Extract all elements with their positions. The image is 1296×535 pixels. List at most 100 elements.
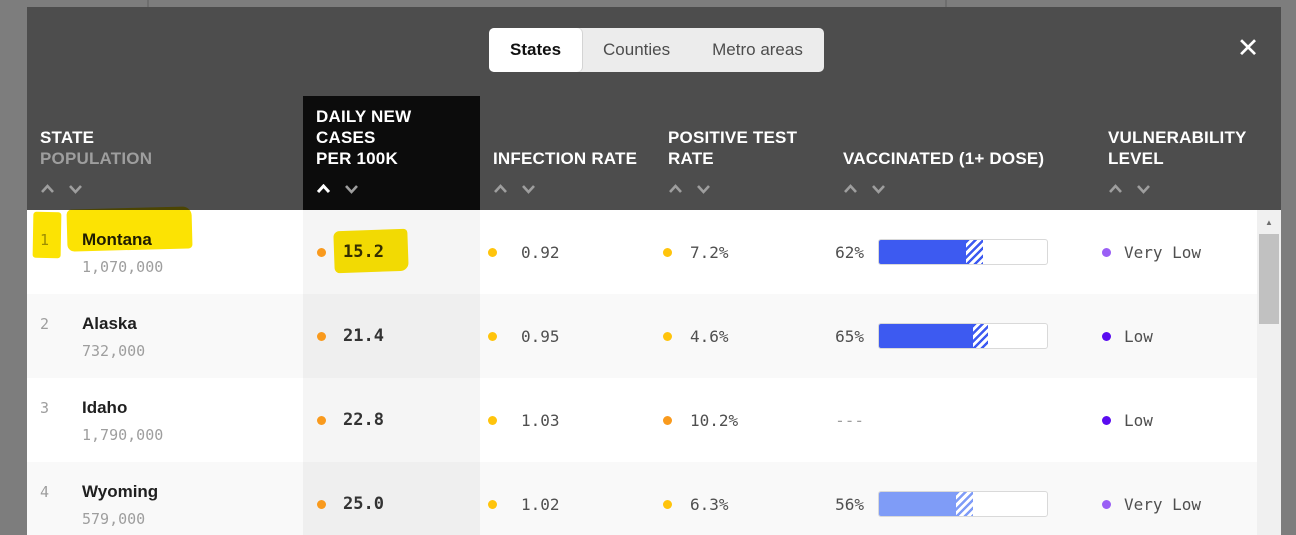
column-subtitle: RATE <box>668 149 714 168</box>
vulnerability-level: Very Low <box>1124 242 1202 262</box>
positive-test-rate-value: 7.2% <box>690 242 729 262</box>
sort-ascending-icon[interactable] <box>493 184 508 194</box>
modal-header: States Counties Metro areas ✕ STATE POPU… <box>27 7 1281 210</box>
metric-dot <box>488 415 497 425</box>
state-name[interactable]: Idaho <box>82 398 128 417</box>
table-row-idaho[interactable]: 3 Idaho 1,790,000 22.8 1.03 <box>27 378 1257 462</box>
bar-hatched-segment <box>956 492 974 516</box>
scrollbar-thumb[interactable] <box>1259 234 1279 324</box>
vaccinated-percent: 65% <box>835 326 864 346</box>
table-row-montana[interactable]: 1 Montana 1,070,000 15.2 0.92 <box>27 210 1257 294</box>
vaccinated-percent: 56% <box>835 494 864 514</box>
metric-dot <box>663 247 672 257</box>
metric-dot <box>663 499 672 509</box>
column-header-positive-test-rate[interactable]: POSITIVE TEST RATE <box>655 96 830 210</box>
bar-solid-segment <box>879 324 974 348</box>
column-title: POSITIVE TEST <box>668 128 798 147</box>
vulnerability-level: Low <box>1124 410 1153 430</box>
tab-states[interactable]: States <box>489 28 583 72</box>
state-name[interactable]: Wyoming <box>82 482 159 501</box>
page-seam <box>147 0 149 8</box>
vulnerability-level: Very Low <box>1124 494 1202 514</box>
vulnerability-dot <box>1102 247 1111 257</box>
page-seam <box>945 0 947 8</box>
metric-dot <box>317 331 326 341</box>
column-header-vaccinated[interactable]: VACCINATED (1+ DOSE) <box>830 96 1095 210</box>
tab-metro-areas[interactable]: Metro areas <box>712 40 803 59</box>
vaccinated-percent: 62% <box>835 242 864 262</box>
bar-hatched-segment <box>973 324 989 348</box>
table-scrollbar[interactable]: ▲ <box>1257 210 1281 535</box>
daily-new-cases-value: 15.2 <box>343 242 384 262</box>
daily-new-cases-value: 25.0 <box>343 494 384 514</box>
vulnerability-dot <box>1102 499 1111 509</box>
sort-ascending-icon[interactable] <box>316 184 331 194</box>
column-header-daily-new-cases[interactable]: DAILY NEW CASES PER 100K <box>303 96 480 210</box>
positive-test-rate-value: 10.2% <box>690 410 739 430</box>
close-icon[interactable]: ✕ <box>1226 27 1270 71</box>
metric-dot <box>663 331 672 341</box>
metric-dot <box>488 499 497 509</box>
sort-descending-icon[interactable] <box>871 184 886 194</box>
table-header-row: STATE POPULATION DAILY NEW CASES PER 100… <box>27 96 1257 210</box>
infection-rate-value: 1.03 <box>521 410 560 430</box>
bar-solid-segment <box>879 240 967 264</box>
bar-solid-segment <box>879 492 957 516</box>
sort-descending-icon[interactable] <box>696 184 711 194</box>
positive-test-rate-value: 4.6% <box>690 326 729 346</box>
state-population: 1,790,000 <box>82 426 164 444</box>
compare-table-modal: States Counties Metro areas ✕ STATE POPU… <box>27 7 1281 535</box>
vulnerability-dot <box>1102 331 1111 341</box>
metric-dot <box>317 247 326 257</box>
vulnerability-dot <box>1102 415 1111 425</box>
vaccinated-progress-bar <box>878 323 1048 349</box>
daily-new-cases-value: 21.4 <box>343 326 384 346</box>
bar-hatched-segment <box>966 240 984 264</box>
rank-number: 3 <box>40 399 50 417</box>
scrollbar-up-arrow-icon[interactable]: ▲ <box>1257 210 1281 234</box>
metric-dot <box>663 415 672 425</box>
vulnerability-level: Low <box>1124 326 1153 346</box>
infection-rate-value: 0.95 <box>521 326 560 346</box>
column-header-vulnerability[interactable]: VULNERABILITY LEVEL <box>1095 96 1257 210</box>
column-title: VULNERABILITY <box>1108 128 1247 147</box>
sort-ascending-icon[interactable] <box>40 184 55 194</box>
column-title: INFECTION RATE <box>493 149 638 168</box>
metric-dot <box>488 331 497 341</box>
vaccinated-no-data: --- <box>835 410 864 430</box>
sort-ascending-icon[interactable] <box>1108 184 1123 194</box>
column-header-state[interactable]: STATE POPULATION <box>27 96 303 210</box>
geo-level-tabs: States Counties Metro areas <box>489 28 824 72</box>
sort-descending-icon[interactable] <box>68 184 83 194</box>
column-title: VACCINATED (1+ DOSE) <box>843 149 1045 168</box>
metric-dot <box>488 247 497 257</box>
rank-number: 4 <box>40 483 50 501</box>
tab-counties[interactable]: Counties <box>603 40 671 59</box>
column-subtitle: LEVEL <box>1108 149 1164 168</box>
state-population: 732,000 <box>82 342 146 360</box>
rank-number: 1 <box>40 231 50 249</box>
state-name[interactable]: Alaska <box>82 314 137 333</box>
sort-ascending-icon[interactable] <box>668 184 683 194</box>
table-body: 1 Montana 1,070,000 15.2 0.92 <box>27 210 1257 535</box>
rank-number: 2 <box>40 315 50 333</box>
state-name[interactable]: Montana <box>82 230 152 249</box>
positive-test-rate-value: 6.3% <box>690 494 729 514</box>
sort-descending-icon[interactable] <box>344 184 359 194</box>
infection-rate-value: 0.92 <box>521 242 560 262</box>
sort-descending-icon[interactable] <box>521 184 536 194</box>
column-subtitle: PER 100K <box>316 149 398 168</box>
column-header-infection-rate[interactable]: INFECTION RATE <box>480 96 655 210</box>
column-subtitle: POPULATION <box>40 149 153 168</box>
vaccinated-progress-bar <box>878 239 1048 265</box>
column-title: DAILY NEW CASES <box>316 107 412 147</box>
metric-dot <box>317 415 326 425</box>
table-row-alaska[interactable]: 2 Alaska 732,000 21.4 0.95 <box>27 294 1257 378</box>
metric-dot <box>317 499 326 509</box>
infection-rate-value: 1.02 <box>521 494 560 514</box>
table-row-wyoming[interactable]: 4 Wyoming 579,000 25.0 1.02 <box>27 462 1257 535</box>
sort-descending-icon[interactable] <box>1136 184 1151 194</box>
column-title: STATE <box>40 128 95 147</box>
sort-ascending-icon[interactable] <box>843 184 858 194</box>
